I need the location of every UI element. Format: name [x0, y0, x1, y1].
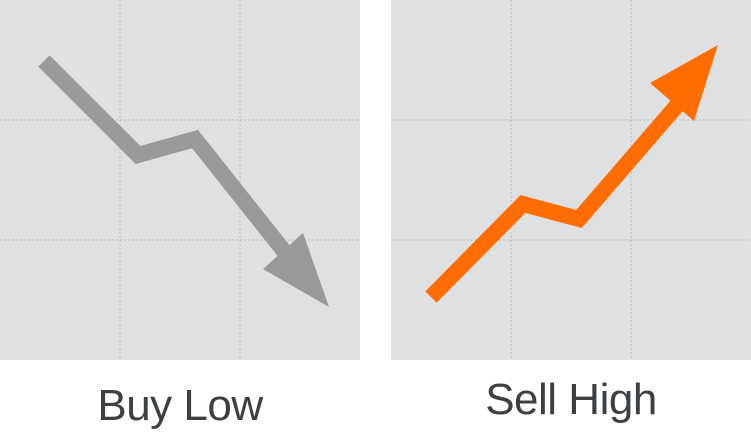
sell-high-grid: [391, 0, 751, 360]
trend-up-arrowhead: [650, 45, 718, 121]
sell-high-panel: [391, 0, 751, 360]
trend-up-arrow-icon: [425, 45, 718, 303]
trend-up-line: [425, 89, 693, 303]
sell-high-caption: Sell High: [485, 375, 657, 424]
sell-high-chart: [391, 0, 751, 360]
trend-down-arrow-icon: [38, 55, 329, 307]
buy-low-caption: Buy Low: [97, 381, 263, 430]
buy-low-chart: [0, 0, 360, 360]
trend-down-line: [38, 55, 306, 275]
buy-low-panel: [0, 0, 360, 360]
trend-down-arrowhead: [263, 233, 329, 307]
buy-low-grid: [0, 0, 360, 360]
